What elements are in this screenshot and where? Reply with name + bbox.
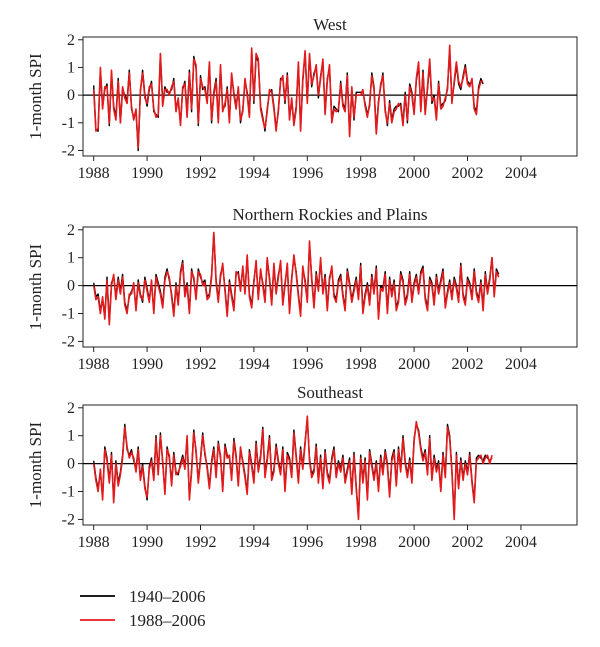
x-tick-label: 1998: [345, 165, 377, 182]
x-tick-label: 2002: [452, 165, 484, 182]
x-tick-label: 1990: [131, 356, 163, 373]
x-tick-label: 1994: [238, 165, 270, 182]
legend: 1940–2006 1988–2006: [80, 587, 206, 630]
series-line-short-record: [92, 231, 500, 326]
plot-frame: [82, 226, 578, 348]
x-tick-label: 2000: [398, 356, 430, 373]
x-tick-label: 2002: [452, 534, 484, 551]
x-tick-label: 2000: [398, 534, 430, 551]
y-tick-label: -2: [62, 142, 75, 159]
x-tick-label: 1990: [131, 534, 163, 551]
y-tick-label: -1: [62, 115, 75, 132]
x-tick-label: 1998: [345, 534, 377, 551]
panel-title: West: [313, 15, 347, 34]
y-tick-label: -1: [62, 306, 75, 323]
y-tick-label: 1: [67, 59, 75, 76]
x-tick-label: 1994: [238, 356, 270, 373]
y-tick-label: 0: [67, 87, 75, 104]
x-tick-label: 1994: [238, 534, 270, 551]
y-tick-label: -1: [62, 484, 75, 501]
legend-label: 1940–2006: [129, 587, 206, 606]
y-tick-label: 2: [67, 32, 75, 49]
y-tick-label: 1: [67, 250, 75, 267]
y-axis-label: 1-month SPI: [26, 421, 45, 508]
x-tick-label: 2004: [505, 356, 537, 373]
x-tick-label: 1992: [184, 356, 216, 373]
y-tick-label: 1: [67, 428, 75, 445]
y-tick-label: -2: [62, 333, 75, 350]
x-tick-label: 1996: [291, 356, 323, 373]
y-tick-label: 0: [67, 278, 75, 295]
y-tick-label: -2: [62, 511, 75, 528]
x-tick-label: 2002: [452, 356, 484, 373]
chart-panel-2: Northern Rockies and Plains 1-month SPI -2…: [26, 205, 578, 373]
panel-title: Southeast: [297, 383, 363, 402]
y-tick-label: 2: [67, 400, 75, 417]
x-tick-label: 1990: [131, 165, 163, 182]
x-tick-label: 1992: [184, 165, 216, 182]
x-tick-label: 1998: [345, 356, 377, 373]
x-tick-label: 1996: [291, 534, 323, 551]
y-tick-label: 2: [67, 222, 75, 239]
y-tick-label: 0: [67, 456, 75, 473]
series-line-short-record: [92, 44, 484, 149]
chart-panel-1: West 1-month SPI -2 -1 0 1 2 1988 1990 1992 1994 19…: [26, 15, 578, 182]
panel-title: Northern Rockies and Plains: [233, 205, 428, 224]
plot-frame: [82, 404, 578, 526]
series-line-short-record: [92, 415, 493, 521]
x-tick-label: 1992: [184, 534, 216, 551]
x-tick-label: 2004: [505, 534, 537, 551]
x-tick-label: 1988: [78, 356, 110, 373]
chart-panel-3: Southeast 1-month SPI -2 -1 0 1 2 1988 1990 1992 1…: [26, 383, 578, 551]
x-tick-label: 1996: [291, 165, 323, 182]
x-tick-label: 1988: [78, 165, 110, 182]
x-tick-label: 1988: [78, 534, 110, 551]
legend-label: 1988–2006: [129, 611, 206, 630]
y-axis-label: 1-month SPI: [26, 243, 45, 330]
x-tick-label: 2000: [398, 165, 430, 182]
y-axis-label: 1-month SPI: [26, 53, 45, 140]
plot-frame: [82, 36, 578, 157]
x-tick-label: 2004: [505, 165, 537, 182]
